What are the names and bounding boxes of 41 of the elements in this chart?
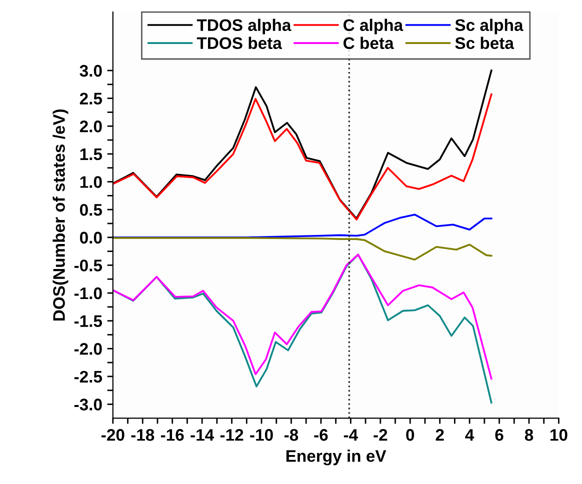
x-tick-label: -8 [284, 429, 298, 441]
x-tick-label: -16 [160, 429, 184, 441]
x-tick-label: -20 [102, 429, 124, 441]
x-tick-label: -6 [314, 429, 328, 441]
x-tick-label: -10 [250, 429, 273, 441]
x-tick-label: 8 [524, 429, 534, 441]
x-tick-label: 2 [436, 429, 444, 441]
line-series [112, 254, 492, 380]
line-series [112, 237, 492, 261]
y-tick-label: -2.5 [74, 370, 102, 383]
line-series [112, 214, 492, 238]
x-tick-label: -4 [344, 429, 358, 441]
legend-label: C alpha [344, 18, 404, 34]
legend-label: TDOS beta [196, 36, 282, 50]
legend-label: C beta [344, 36, 394, 50]
x-tick-label: 4 [465, 429, 474, 441]
y-tick-label: -0.5 [74, 260, 102, 272]
x-tick-label: 6 [495, 429, 504, 441]
x-tick-label: 0 [406, 429, 414, 441]
y-tick-label: -1.5 [74, 315, 102, 328]
y-tick-label: 1.5 [80, 148, 102, 160]
x-tick-label: -14 [190, 429, 214, 441]
y-tick-label: 0.5 [80, 204, 102, 216]
x-tick-label: -2 [374, 429, 388, 441]
x-tick-label: -18 [131, 429, 154, 441]
x-tick-label: -12 [220, 429, 244, 441]
y-tick-label: 0.0 [80, 232, 102, 244]
y-tick-label: -3.0 [74, 398, 102, 410]
legend-label: TDOS alpha [196, 18, 292, 34]
y-tick-label: 2.0 [80, 120, 102, 132]
y-tick-label: -1.0 [74, 287, 102, 300]
y-tick-label: 3.0 [80, 64, 102, 77]
line-series [112, 94, 492, 220]
y-axis-title: DOS(Number of states /eV) [52, 109, 68, 321]
legend-label: Sc beta [455, 36, 514, 50]
y-tick-label: -2.0 [74, 343, 102, 355]
x-axis-title: Energy in eV [286, 450, 386, 466]
y-tick-label: 2.5 [80, 92, 102, 105]
legend-label: Sc alpha [455, 18, 524, 34]
y-tick-label: 1.0 [80, 176, 102, 188]
x-tick-label: 10 [550, 429, 568, 441]
